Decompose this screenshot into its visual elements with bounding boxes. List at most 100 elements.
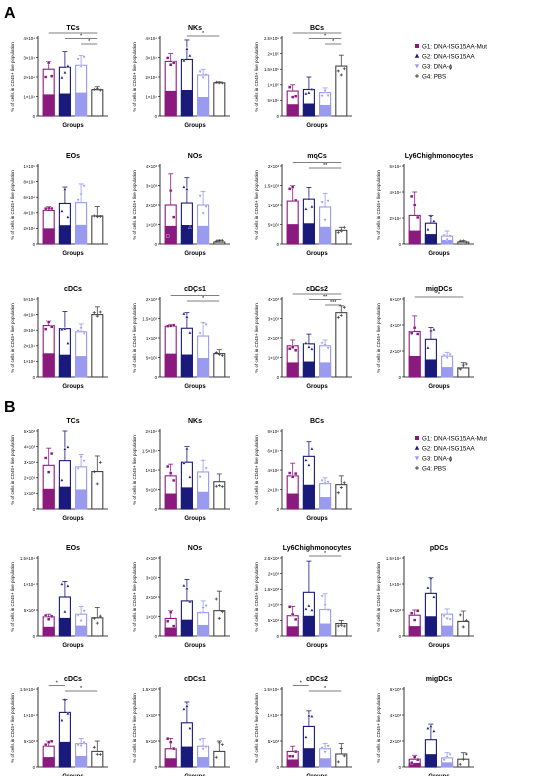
y-tick-label: 1×10⁴: [23, 582, 35, 587]
data-point: [458, 762, 462, 766]
data-point: [307, 344, 311, 349]
data-point: [44, 327, 48, 331]
data-point: [95, 215, 99, 219]
data-point: [294, 617, 298, 621]
data-point: [461, 757, 465, 761]
data-point: [326, 94, 330, 98]
y-tick-label: 0: [277, 114, 280, 119]
legend-label: G4: PBS: [422, 465, 446, 472]
bar-fill-g3: [75, 625, 88, 637]
bar-fill-g2: [58, 741, 71, 768]
x-axis-label: Groups: [184, 516, 206, 522]
bar-fill-g2: [424, 359, 437, 378]
significance-label: ***: [330, 300, 337, 306]
data-point: [323, 343, 327, 348]
chart-b-nks: NKs 0 5×10³ 1×10⁴ 1.5×10⁴ 2×10⁴ % of cells in …: [132, 418, 230, 522]
y-axis-label: % of cells in CD45+ live population: [132, 303, 137, 373]
bar-fill-g2: [58, 354, 71, 378]
y-tick-label: 2×10⁴: [145, 75, 157, 80]
chart-title: NKs: [188, 418, 202, 425]
y-tick-label: 1×10³: [146, 222, 158, 227]
data-point: [166, 234, 170, 238]
data-point: [320, 479, 324, 483]
chart-title: EOs: [66, 545, 80, 552]
data-point: [47, 740, 51, 744]
y-tick-label: 0: [399, 375, 402, 380]
data-point: [50, 739, 54, 743]
data-point: [76, 467, 80, 471]
bar-fill-g2: [58, 486, 71, 510]
bar-fill-g1: [164, 758, 177, 768]
chart-title: EOs: [66, 153, 80, 160]
y-tick-label: 5×10³: [146, 487, 158, 492]
data-point: [201, 606, 205, 611]
data-point: [214, 80, 218, 84]
chart-b-ly6chighmonocytes: Ly6Chighmonocytes 0 5×10² 1×10³ 1.5×10³ 2×10³…: [254, 545, 352, 649]
data-point: [47, 320, 51, 324]
chart-b-nos: NOs 0 1×10² 2×10² 3×10² 4×10² % of cells in CD…: [132, 545, 230, 649]
y-axis-label: % of cells in CD45+ live population: [132, 42, 137, 112]
bar-fill-g1: [286, 493, 299, 510]
data-point: [429, 213, 433, 218]
y-tick-label: 2×10⁴: [145, 429, 157, 434]
data-point: [448, 234, 452, 239]
legend-marker: [415, 74, 419, 78]
y-tick-label: 2×10⁴: [23, 226, 35, 231]
data-point: [79, 744, 83, 748]
data-point: [185, 446, 189, 451]
data-point: [95, 482, 99, 486]
bar-fill-g2: [302, 615, 315, 637]
data-point: [410, 611, 414, 615]
data-point: [294, 94, 298, 98]
data-point: [288, 85, 292, 89]
data-point: [60, 75, 64, 80]
data-point: [445, 238, 449, 242]
data-point: [429, 576, 433, 580]
chart-title: BCs: [310, 418, 324, 425]
data-point: [63, 697, 67, 702]
bar-fill-g2: [302, 484, 315, 510]
data-point: [336, 491, 340, 495]
y-tick-label: 0: [155, 507, 158, 512]
bar-fill-g3: [197, 97, 210, 117]
bar-fill-g3: [197, 624, 210, 637]
y-axis-label: % of cells in CD45+ live population: [132, 435, 137, 505]
y-tick-label: 5×10²: [268, 618, 280, 623]
significance-label: *: [202, 31, 205, 37]
data-point: [95, 752, 99, 756]
data-point: [214, 239, 218, 243]
x-axis-label: Groups: [62, 774, 84, 776]
data-point: [92, 745, 96, 749]
data-point: [185, 46, 189, 51]
data-point: [416, 332, 420, 336]
data-point: [47, 470, 51, 474]
data-point: [307, 603, 311, 608]
y-tick-label: 0: [399, 242, 402, 247]
y-tick-label: 0: [155, 375, 158, 380]
data-point: [63, 609, 67, 614]
bar-fill-g2: [180, 746, 193, 768]
bar-fill-g2: [302, 103, 315, 117]
y-tick-label: 2×10⁴: [389, 216, 401, 221]
bar-fill-g2: [302, 223, 315, 245]
data-point: [201, 321, 205, 326]
data-point: [172, 747, 176, 751]
bar-fill-g3: [319, 497, 332, 510]
data-point: [448, 753, 452, 757]
data-point: [44, 613, 48, 618]
data-point: [60, 718, 64, 722]
data-point: [92, 470, 96, 474]
y-tick-label: 0: [155, 765, 158, 770]
data-point: [44, 743, 48, 747]
significance-label: *: [202, 296, 205, 302]
significance-label: ***: [314, 289, 321, 295]
bar-fill-g3: [75, 755, 88, 768]
data-point: [432, 594, 436, 599]
chart-b-cdcs2: cDCs2 0 5×10³ 1×10⁴ 1.5×10⁴ % of cells in CD4…: [254, 676, 352, 776]
data-point: [185, 704, 189, 708]
panel-letter-b: B: [4, 399, 16, 416]
y-axis-label: % of cells in CD45+ live population: [132, 562, 137, 632]
data-point: [76, 198, 80, 203]
chart-b-pdcs: pDCs 0 5×10³ 1×10⁴ 1.5×10⁴ % of cells in CD45…: [376, 545, 474, 649]
data-point: [304, 91, 308, 96]
